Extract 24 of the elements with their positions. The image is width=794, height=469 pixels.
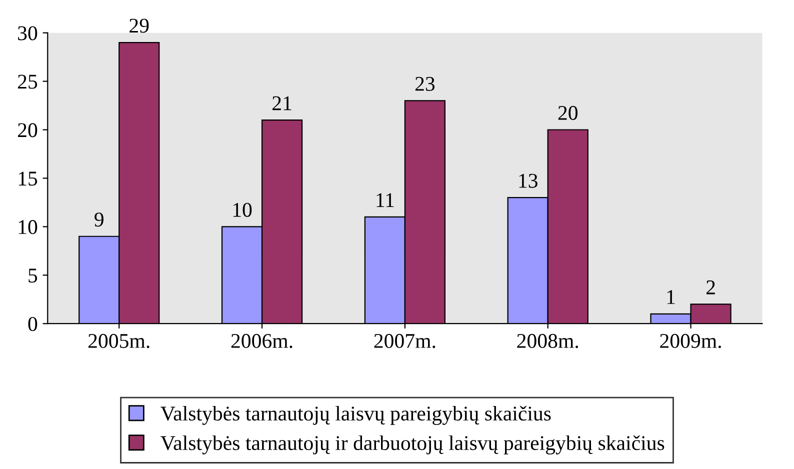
data-label: 20 xyxy=(558,106,578,120)
data-label: 13 xyxy=(519,174,538,188)
x-tick-label: 2007m. xyxy=(374,334,436,348)
data-label: 21 xyxy=(272,96,292,110)
y-tick-label: 5 xyxy=(28,268,38,283)
y-tick-label: 10 xyxy=(18,220,38,234)
x-tick-label: 2005m. xyxy=(88,334,150,348)
data-label: 9 xyxy=(94,212,104,227)
legend-label: Valstybės tarnautojų ir darbuotojų laisvų pareigybių skaičius xyxy=(160,435,664,454)
data-label: 2 xyxy=(706,280,715,294)
y-tick-label: 30 xyxy=(18,26,38,40)
y-tick-label: 0 xyxy=(28,316,38,332)
data-label: 10 xyxy=(233,202,252,217)
data-label: 23 xyxy=(415,76,435,91)
x-tick-label: 2009m. xyxy=(660,334,721,348)
legend-label: Valstybės tarnautojų laisvų pareigybių skaičius xyxy=(160,406,551,425)
x-tick-label: 2006m. xyxy=(231,334,292,348)
x-tick-label: 2008m. xyxy=(517,334,578,348)
y-tick-label: 25 xyxy=(18,74,38,89)
data-label: 1 xyxy=(667,290,675,304)
data-label: 29 xyxy=(130,18,149,33)
data-label: 11 xyxy=(376,193,394,207)
y-tick-label: 20 xyxy=(18,123,38,138)
y-tick-label: 15 xyxy=(18,172,38,186)
